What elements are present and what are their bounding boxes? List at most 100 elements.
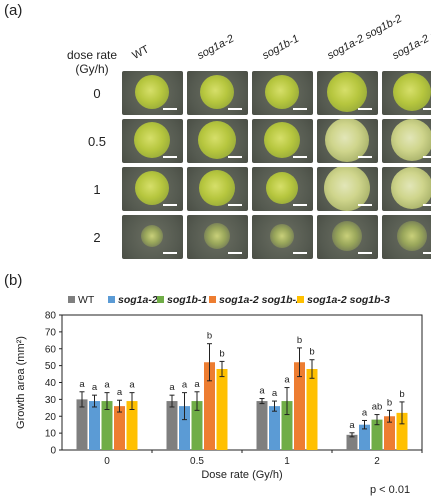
dose-row-label: 2	[93, 230, 101, 245]
y-tick-label: 80	[45, 311, 57, 322]
scale-bar	[228, 204, 242, 206]
y-tick-label: 10	[45, 429, 57, 440]
significance-letter: a	[117, 387, 123, 398]
scale-bar	[228, 252, 242, 254]
dose-row-label: 0	[93, 86, 101, 101]
significance-letter: a	[182, 380, 188, 391]
legend-swatch	[108, 296, 115, 303]
y-tick-label: 50	[45, 361, 57, 372]
scale-bar	[293, 108, 307, 110]
colony-photo	[382, 119, 431, 163]
scale-bar	[358, 108, 372, 110]
colony-photo	[317, 215, 378, 259]
colony-photo	[187, 167, 248, 211]
colony	[199, 170, 235, 206]
colony	[266, 172, 298, 204]
bar	[216, 369, 228, 450]
colony-photo	[252, 167, 313, 211]
significance-letter: a	[194, 379, 200, 390]
bar	[396, 412, 408, 450]
colony-photo	[122, 215, 183, 259]
bar	[76, 399, 88, 450]
x-tick-label: 0.5	[190, 456, 204, 467]
bar	[204, 362, 215, 450]
colony	[325, 119, 369, 162]
legend-entry: sog1a-2	[118, 294, 158, 306]
legend-entry: sog1b-1	[167, 294, 207, 306]
significance-letter: a	[272, 388, 278, 399]
colony	[264, 122, 300, 158]
colony-photo	[252, 71, 313, 115]
significance-letter: b	[297, 335, 302, 346]
colony-photo	[317, 167, 378, 211]
colony	[204, 223, 230, 249]
legend-entry: sog1a-2 sog1b-3	[307, 294, 390, 306]
scale-bar	[228, 156, 242, 158]
y-tick-label: 0	[50, 446, 56, 457]
significance-letter: a	[259, 386, 265, 397]
colony-photo	[122, 119, 183, 163]
significance-letter: b	[309, 347, 314, 358]
scale-bar	[293, 156, 307, 158]
y-tick-label: 20	[45, 412, 57, 423]
colony-photo	[122, 167, 183, 211]
significance-letter: b	[219, 348, 224, 359]
bar	[166, 401, 178, 450]
scale-bar	[423, 156, 431, 158]
legend-entry: WT	[78, 294, 95, 306]
scale-bar	[423, 108, 431, 110]
y-tick-label: 70	[45, 327, 57, 338]
panel-a-label: (a)	[4, 2, 23, 19]
y-axis-label: Growth area (mm²)	[15, 336, 27, 429]
significance-letter: b	[387, 397, 392, 408]
scale-bar	[423, 204, 431, 206]
bar	[126, 401, 138, 450]
significance-letter: a	[169, 382, 175, 393]
legend-swatch	[68, 296, 75, 303]
scale-bar	[358, 252, 372, 254]
colony-photo	[317, 119, 378, 163]
legend-swatch	[297, 296, 304, 303]
scale-bar	[293, 252, 307, 254]
significance-letter: b	[207, 331, 212, 342]
colony-photo	[382, 71, 431, 115]
bar	[101, 401, 113, 450]
significance-letter: a	[349, 420, 355, 431]
significance-letter: a	[362, 407, 368, 418]
scale-bar	[293, 204, 307, 206]
legend-swatch	[157, 296, 164, 303]
significance-letter: a	[92, 382, 98, 393]
scale-bar	[163, 108, 177, 110]
x-tick-label: 2	[374, 456, 380, 467]
scale-bar	[163, 204, 177, 206]
scale-bar	[423, 252, 431, 254]
bar	[256, 401, 268, 450]
bar	[179, 406, 190, 450]
colony-photo	[382, 167, 431, 211]
bar	[306, 369, 318, 450]
bar	[89, 401, 100, 450]
bar	[269, 406, 280, 450]
colony-photo	[187, 215, 248, 259]
colony	[393, 73, 431, 111]
panel-b-label: (b)	[4, 272, 23, 289]
colony-photo	[317, 71, 378, 115]
p-value-note: p < 0.01	[370, 484, 411, 496]
significance-letter: a	[104, 380, 110, 391]
dose-row-label: 1	[93, 182, 101, 197]
colony-photo	[252, 119, 313, 163]
significance-letter: b	[399, 389, 404, 400]
x-axis-label: Dose rate (Gy/h)	[201, 469, 282, 481]
bar	[191, 401, 203, 450]
significance-letter: a	[284, 375, 290, 386]
colony-photo	[187, 71, 248, 115]
bar	[359, 424, 370, 450]
x-tick-label: 0	[104, 456, 110, 467]
bar	[384, 416, 395, 450]
y-tick-label: 60	[45, 344, 57, 355]
colony	[391, 119, 431, 161]
bar	[371, 419, 383, 450]
colony	[270, 224, 294, 248]
bar	[294, 362, 305, 450]
legend-entry: sog1a-2 sog1b-2	[219, 294, 302, 306]
